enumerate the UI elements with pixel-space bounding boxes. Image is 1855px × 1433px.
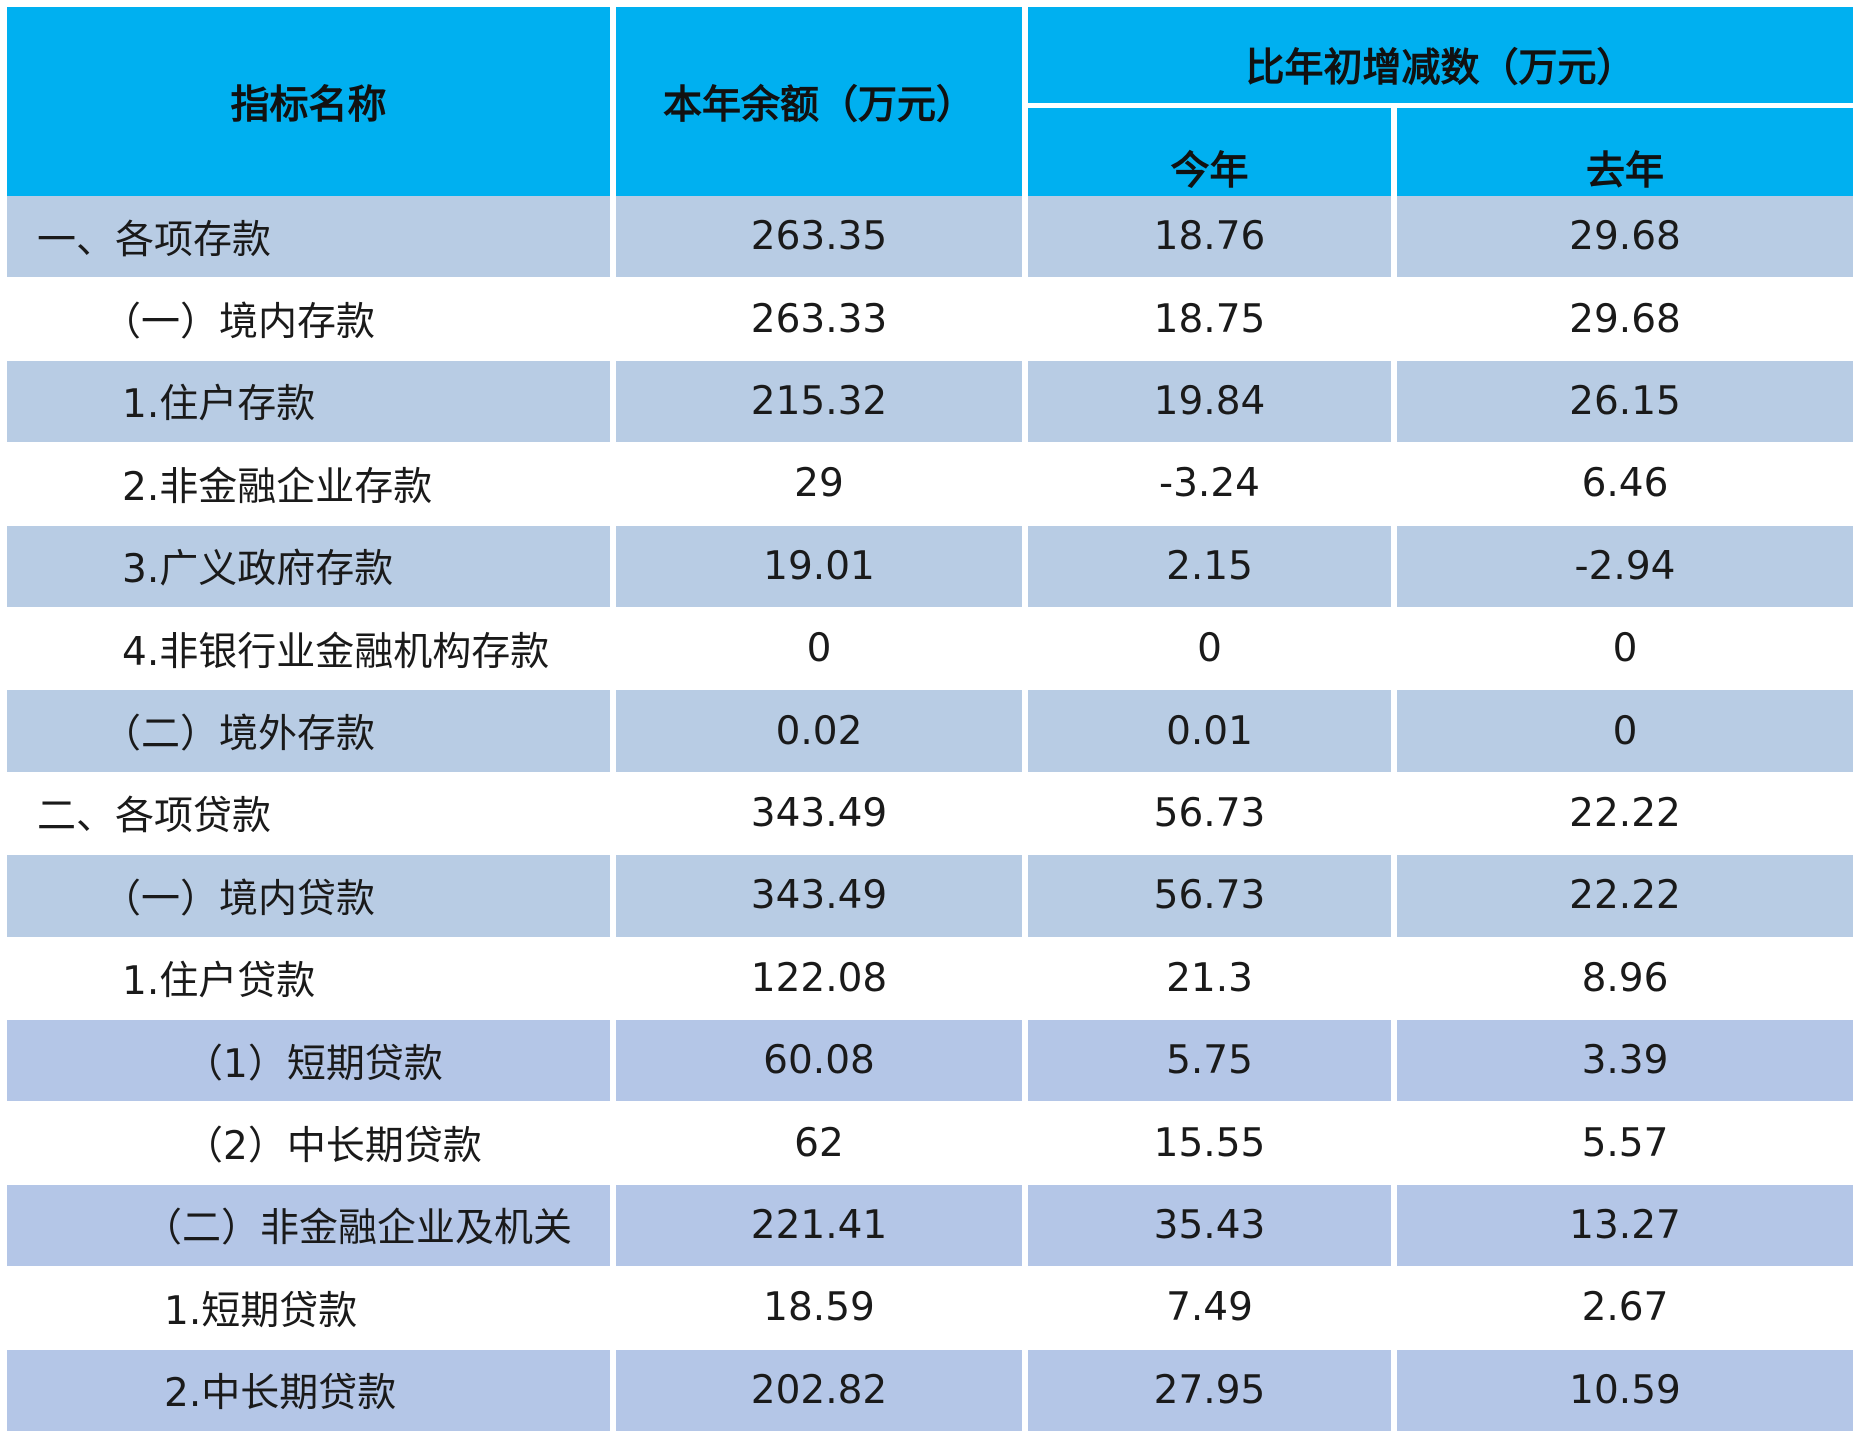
value-cell: 18.75 xyxy=(1153,296,1266,342)
value-cell: 5.57 xyxy=(1581,1120,1669,1166)
value-cell: 18.76 xyxy=(1028,196,1391,278)
value-cell: 29.68 xyxy=(1397,196,1853,278)
row-label: 2.中长期贷款 xyxy=(7,1349,610,1431)
row-label: 二、各项贷款 xyxy=(37,794,272,840)
value-cell: 26.15 xyxy=(1397,360,1853,443)
value-cell: 0 xyxy=(806,626,832,672)
value-cell: 0 xyxy=(1197,626,1222,672)
value-cell: 202.82 xyxy=(616,1349,1022,1431)
value-cell: 122.08 xyxy=(750,955,888,1001)
value-cell: 6.46 xyxy=(1581,461,1669,507)
value-cell: 3.39 xyxy=(1397,1020,1853,1102)
value-cell: 15.55 xyxy=(1153,1120,1266,1166)
value-cell: 18.59 xyxy=(763,1285,875,1331)
value-cell: -3.24 xyxy=(1159,461,1260,507)
row-label: 3.广义政府存款 xyxy=(7,525,610,607)
row-label: （1）短期贷款 xyxy=(7,1020,610,1102)
value-cell: 60.08 xyxy=(616,1020,1022,1102)
header-last-year: 去年 xyxy=(1397,108,1853,196)
value-cell: 263.33 xyxy=(750,296,888,342)
header-balance: 本年余额（万元） xyxy=(616,7,1022,196)
header-change: 比年初增减数（万元） xyxy=(1028,7,1853,103)
value-cell: 13.27 xyxy=(1397,1184,1853,1267)
value-cell: 22.22 xyxy=(1569,790,1681,836)
value-cell: 19.01 xyxy=(616,525,1022,607)
value-cell: 343.49 xyxy=(616,855,1022,937)
value-cell: 0 xyxy=(1397,690,1853,772)
row-label: 一、各项存款 xyxy=(7,196,610,278)
value-cell: 19.84 xyxy=(1028,360,1391,443)
value-cell: 215.32 xyxy=(616,360,1022,443)
value-cell: 0 xyxy=(1612,626,1638,672)
value-cell: 56.73 xyxy=(1028,855,1391,937)
value-cell: 8.96 xyxy=(1581,955,1669,1001)
row-label: （二）境外存款 xyxy=(7,690,610,772)
value-cell: 35.43 xyxy=(1028,1184,1391,1267)
value-cell: 27.95 xyxy=(1028,1349,1391,1431)
value-cell: 62 xyxy=(794,1120,844,1166)
value-cell: 263.35 xyxy=(616,196,1022,278)
value-cell: 343.49 xyxy=(750,790,888,836)
value-cell: 2.67 xyxy=(1581,1285,1669,1331)
row-label: （2）中长期贷款 xyxy=(184,1124,482,1170)
value-cell: 5.75 xyxy=(1028,1020,1391,1102)
row-label: 1.短期贷款 xyxy=(164,1288,358,1334)
row-label: 2.非金融企业存款 xyxy=(122,464,433,510)
value-cell: 10.59 xyxy=(1397,1349,1853,1431)
row-label: （二）非金融企业及机关 xyxy=(7,1184,610,1267)
row-label: （一）境内存款 xyxy=(102,300,376,346)
header-this-year: 今年 xyxy=(1028,108,1391,196)
row-label: 4.非银行业金融机构存款 xyxy=(122,629,550,675)
row-label: （一）境内贷款 xyxy=(7,855,610,937)
value-cell: -2.94 xyxy=(1397,525,1853,607)
row-label: 1.住户存款 xyxy=(7,360,610,443)
value-cell: 29 xyxy=(794,461,844,507)
value-cell: 22.22 xyxy=(1397,855,1853,937)
value-cell: 0.02 xyxy=(616,690,1022,772)
value-cell: 7.49 xyxy=(1166,1285,1253,1331)
row-label: 1.住户贷款 xyxy=(122,959,316,1005)
value-cell: 2.15 xyxy=(1028,525,1391,607)
value-cell: 0.01 xyxy=(1028,690,1391,772)
value-cell: 21.3 xyxy=(1166,955,1253,1001)
value-cell: 56.73 xyxy=(1153,790,1266,836)
value-cell: 221.41 xyxy=(616,1184,1022,1267)
header-name: 指标名称 xyxy=(7,7,610,196)
value-cell: 29.68 xyxy=(1569,296,1681,342)
